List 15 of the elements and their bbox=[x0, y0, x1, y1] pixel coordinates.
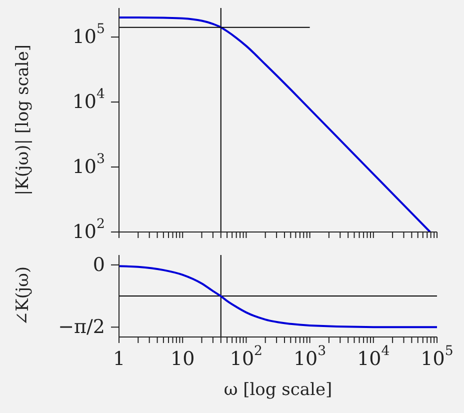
y-tick-label: 10$^{4}$ bbox=[72, 87, 105, 114]
x-tick-label: 10$^{3}$ bbox=[293, 344, 326, 370]
y-tick-label: 0 bbox=[92, 254, 105, 276]
y-tick-label: 10$^{3}$ bbox=[72, 152, 105, 178]
x-axis-title: ω [log scale] bbox=[224, 380, 332, 400]
x-tick-label: 10 bbox=[170, 348, 195, 370]
x-tick-label: 1 bbox=[112, 348, 126, 370]
y-tick-label: 10$^{2}$ bbox=[72, 217, 105, 243]
y-tick-label: 10$^{5}$ bbox=[72, 22, 105, 48]
x-tick-label: 10$^{4}$ bbox=[357, 344, 390, 370]
x-tick-label: 10$^{2}$ bbox=[230, 344, 263, 370]
y-axis-title: |K(jω)| [log scale] bbox=[13, 44, 34, 196]
x-tick-label: 10$^{5}$ bbox=[420, 344, 454, 370]
y-axis-title: ∠K(jω) bbox=[13, 266, 34, 326]
y-tick-label: −π/2 bbox=[58, 316, 105, 338]
